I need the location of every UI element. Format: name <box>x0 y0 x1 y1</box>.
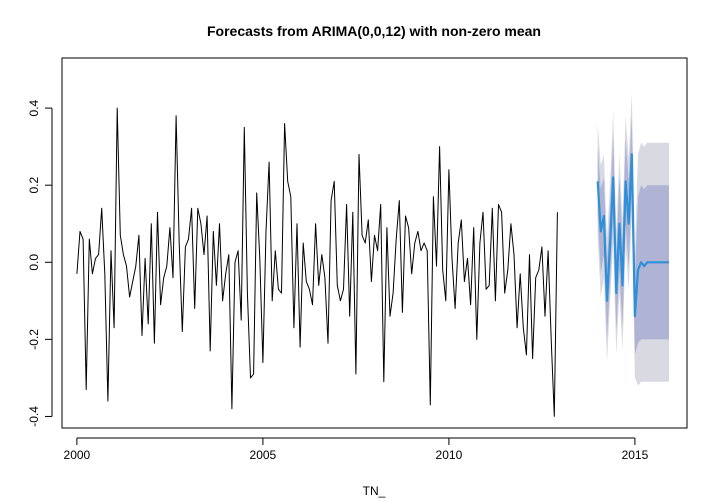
y-tick-label: -0.2 <box>27 329 41 350</box>
observed-series-line <box>76 107 558 417</box>
chart-title: Forecasts from ARIMA(0,0,12) with non-ze… <box>207 23 541 39</box>
x-axis-label: TN_ <box>363 484 386 498</box>
series-lines <box>76 107 669 417</box>
x-tick-label: 2000 <box>64 448 91 462</box>
y-axis: -0.4 -0.2 0.0 0.2 0.4 <box>27 99 53 427</box>
y-tick-label: -0.4 <box>27 406 41 427</box>
y-tick-label: 0.4 <box>27 99 41 116</box>
y-tick-label: 0.0 <box>27 254 41 271</box>
x-tick-label: 2005 <box>250 448 277 462</box>
plot-frame <box>61 57 688 429</box>
x-tick-label: 2010 <box>436 448 463 462</box>
x-tick-label: 2015 <box>622 448 649 462</box>
y-tick-label: 0.2 <box>27 177 41 194</box>
forecast-mean-line <box>596 153 669 318</box>
x-axis: 2000 2005 2010 2015 <box>64 437 649 462</box>
